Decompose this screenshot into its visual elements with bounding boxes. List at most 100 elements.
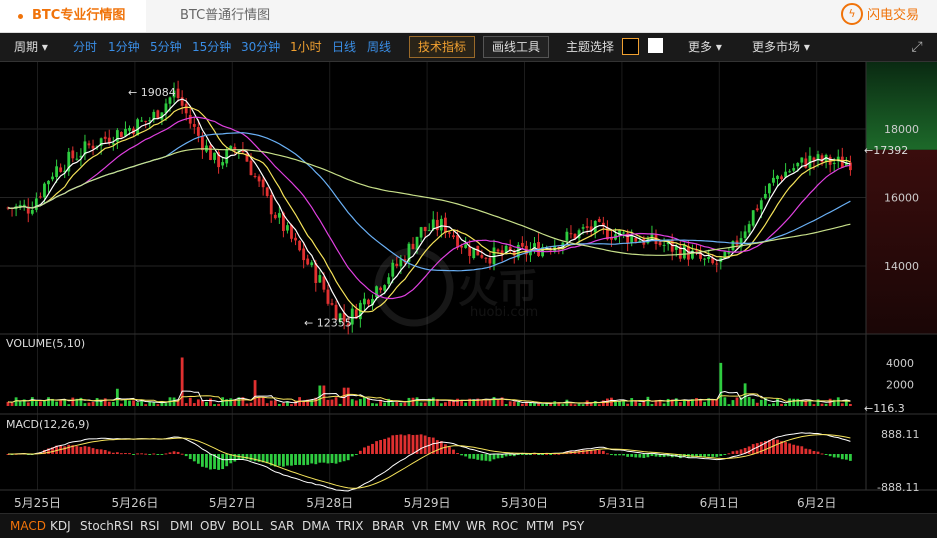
volume-bar: [529, 402, 532, 406]
volume-bar: [91, 401, 95, 406]
macd-histogram-bar: [229, 454, 233, 464]
volume-bar: [87, 402, 91, 406]
indicator-tab-kdj[interactable]: KDJ: [50, 519, 71, 533]
candle-body: [346, 323, 350, 326]
candle-body: [589, 226, 593, 231]
indicator-tab-dmi[interactable]: DMI: [170, 519, 194, 533]
indicator-tab-rsi[interactable]: RSI: [140, 519, 160, 533]
macd-histogram-bar: [593, 449, 597, 454]
volume-bar: [253, 380, 257, 406]
indicator-tab-wr[interactable]: WR: [466, 519, 487, 533]
volume-bar: [241, 397, 245, 406]
candle-body: [529, 249, 532, 256]
volume-bar: [658, 399, 662, 406]
macd-histogram-bar: [731, 451, 735, 454]
candle-body: [277, 213, 281, 218]
volume-bar: [75, 398, 79, 406]
candle-body: [395, 263, 399, 267]
volume-bar: [772, 403, 775, 406]
tab-pro-chart[interactable]: BTC专业行情图: [0, 0, 146, 32]
indicator-tab-vr[interactable]: VR: [412, 519, 429, 533]
interval-1[interactable]: 1分钟: [108, 40, 140, 54]
candle-body: [95, 145, 99, 147]
macd-histogram-bar: [83, 446, 87, 454]
interval-5[interactable]: 1小时: [290, 40, 322, 54]
volume-bar: [456, 398, 459, 406]
more-markets-dropdown[interactable]: 更多市场 ▾: [752, 33, 810, 61]
period-dropdown[interactable]: 周期 ▾: [14, 33, 48, 61]
interval-6[interactable]: 日线: [332, 40, 357, 54]
indicator-tab-macd[interactable]: MACD: [10, 519, 46, 533]
theme-label: 主题选择: [566, 40, 615, 54]
tab-basic-chart[interactable]: BTC普通行情图: [180, 8, 271, 23]
candle-body: [508, 246, 512, 251]
candle-body: [383, 285, 387, 291]
macd-histogram-bar: [691, 454, 694, 458]
fullscreen-icon[interactable]: ⤢: [911, 39, 923, 55]
indicator-tab-emv[interactable]: EMV: [434, 519, 461, 533]
volume-bar: [180, 357, 184, 406]
watermark-sub: huobi.com: [470, 305, 538, 320]
candle-body: [306, 258, 310, 265]
indicator-tab-roc[interactable]: ROC: [492, 519, 519, 533]
volume-bar: [10, 402, 14, 406]
macd-histogram-bar: [63, 446, 67, 454]
indicator-tab-brar[interactable]: BRAR: [372, 519, 405, 533]
interval-3[interactable]: 15分钟: [192, 40, 232, 54]
candle-body: [840, 156, 844, 168]
volume-bar: [719, 362, 723, 406]
volume-bar: [816, 399, 820, 406]
macd-histogram-bar: [553, 453, 557, 455]
indicator-button[interactable]: 技术指标: [409, 36, 476, 58]
theme-dark-swatch[interactable]: [622, 38, 639, 55]
indicator-tab-mtm[interactable]: MTM: [526, 519, 555, 533]
flash-trade-link[interactable]: ϟ 闪电交易: [840, 0, 919, 32]
volume-bar: [549, 402, 553, 406]
macd-histogram-bar: [290, 454, 293, 466]
indicator-tab-sar[interactable]: SAR: [270, 519, 295, 533]
draw-tool-button[interactable]: 画线工具: [483, 36, 550, 58]
interval-2[interactable]: 5分钟: [150, 40, 182, 54]
volume-bar: [589, 402, 593, 406]
indicator-tab-stochrsi[interactable]: StochRSI: [80, 519, 134, 533]
candle-body: [225, 149, 229, 164]
indicator-tab-dma[interactable]: DMA: [302, 519, 330, 533]
interval-7[interactable]: 周线: [367, 40, 392, 54]
theme-light-swatch[interactable]: [648, 38, 663, 53]
grid-lines: [0, 62, 937, 491]
volume-bar: [47, 397, 50, 406]
volume-title: VOLUME(5,10): [6, 337, 85, 350]
macd-histogram-bar: [395, 434, 399, 454]
candle-body: [160, 112, 164, 120]
macd-histogram-bar: [379, 440, 382, 454]
more-dropdown[interactable]: 更多 ▾: [688, 33, 722, 61]
btc-chart[interactable]: 火币 huobi.com ← 19084← 12355←17392 5月25日 5…: [0, 62, 937, 513]
ma-line-20: [7, 116, 851, 300]
volume-bar: [723, 397, 727, 406]
candle-body: [674, 245, 678, 250]
macd-histogram-bar: [800, 446, 804, 454]
volume-tick-label: 2000: [886, 378, 914, 391]
macd-histogram-bar: [99, 449, 103, 454]
indicator-tab-trix[interactable]: TRIX: [336, 519, 364, 533]
macd-histogram-bar: [836, 454, 840, 458]
volume-bar: [577, 403, 581, 406]
indicator-tab-psy[interactable]: PSY: [562, 519, 585, 533]
candle-body: [140, 120, 144, 122]
interval-4[interactable]: 30分钟: [241, 40, 281, 54]
candle-body: [290, 224, 293, 239]
macd-histogram-bar: [844, 454, 848, 460]
candle-body: [768, 183, 771, 194]
volume-bar: [387, 398, 391, 406]
candle-body: [99, 138, 103, 146]
interval-0[interactable]: 分时: [73, 40, 98, 54]
indicator-tab-boll[interactable]: BOLL: [232, 519, 263, 533]
volume-bar: [269, 400, 273, 406]
volume-last-label: ←116.3: [864, 402, 905, 415]
indicator-tab-obv[interactable]: OBV: [200, 519, 226, 533]
volume-bar: [836, 397, 840, 406]
ma-line-5: [7, 98, 851, 319]
more-markets-label: 更多市场: [752, 40, 801, 54]
macd-histogram-bar: [176, 451, 180, 454]
candle-body: [172, 90, 176, 98]
